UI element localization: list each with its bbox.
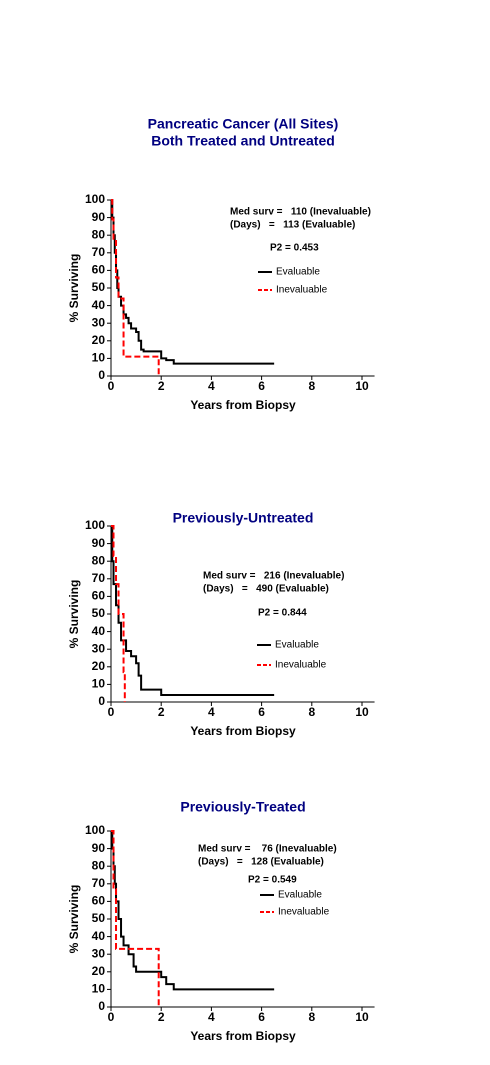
x-tick-label: 4 — [208, 1010, 215, 1024]
chart-title: Previously-Untreated — [173, 510, 314, 526]
survival-curve — [111, 830, 160, 1007]
x-tick-label: 6 — [258, 705, 265, 719]
y-tick-label: 50 — [92, 280, 106, 294]
y-tick-label: 100 — [85, 823, 105, 837]
survival-curve — [111, 525, 126, 702]
y-axis-label: % Surviving — [67, 254, 81, 323]
y-tick-label: 80 — [92, 858, 106, 872]
y-tick-label: 40 — [92, 929, 106, 943]
y-tick-label: 10 — [92, 982, 106, 996]
y-tick-label: 90 — [92, 536, 106, 550]
x-tick-label: 2 — [158, 1010, 165, 1024]
y-tick-label: 70 — [92, 876, 106, 890]
annotation: P2 = 0.844 — [258, 608, 307, 619]
annotation: (Days) = 490 (Evaluable) — [203, 584, 329, 595]
x-tick-label: 8 — [308, 705, 315, 719]
y-tick-label: 90 — [92, 210, 106, 224]
x-tick-label: 4 — [208, 379, 215, 393]
y-tick-label: 0 — [98, 368, 105, 382]
x-axis-label: Years from Biopsy — [190, 724, 296, 738]
survival-curve — [111, 830, 275, 991]
legend-label: Evaluable — [276, 267, 320, 278]
y-tick-label: 30 — [92, 946, 106, 960]
y-tick-label: 40 — [92, 624, 106, 638]
y-axis-label: % Surviving — [67, 885, 81, 954]
legend-label: Inevaluable — [275, 660, 327, 671]
y-tick-label: 100 — [85, 518, 105, 532]
x-tick-label: 8 — [308, 1010, 315, 1024]
y-tick-label: 80 — [92, 227, 106, 241]
y-tick-label: 90 — [92, 841, 106, 855]
y-tick-label: 30 — [92, 641, 106, 655]
y-tick-label: 20 — [92, 964, 106, 978]
y-tick-label: 20 — [92, 333, 106, 347]
annotation: Med surv = 76 (Inevaluable) — [198, 844, 337, 855]
x-tick-label: 6 — [258, 1010, 265, 1024]
x-tick-label: 0 — [108, 705, 115, 719]
y-tick-label: 20 — [92, 659, 106, 673]
y-tick-label: 60 — [92, 589, 106, 603]
annotation: Med surv = 110 (Inevaluable) — [230, 207, 371, 218]
x-tick-label: 2 — [158, 705, 165, 719]
y-tick-label: 50 — [92, 606, 106, 620]
survival-curve — [111, 525, 275, 696]
x-tick-label: 10 — [355, 1010, 369, 1024]
x-tick-label: 0 — [108, 379, 115, 393]
legend-label: Evaluable — [275, 640, 319, 651]
y-axis-label: % Surviving — [67, 580, 81, 649]
survival-curve — [111, 199, 160, 376]
y-tick-label: 50 — [92, 911, 106, 925]
x-tick-label: 2 — [158, 379, 165, 393]
annotation: P2 = 0.549 — [248, 875, 297, 886]
y-tick-label: 0 — [98, 999, 105, 1013]
legend-label: Inevaluable — [278, 907, 330, 918]
y-tick-label: 70 — [92, 571, 106, 585]
chart-subtitle: Both Treated and Untreated — [151, 133, 335, 149]
x-tick-label: 4 — [208, 705, 215, 719]
y-tick-label: 100 — [85, 192, 105, 206]
chart-title: Pancreatic Cancer (All Sites) — [148, 116, 339, 132]
legend-label: Evaluable — [278, 890, 322, 901]
x-tick-label: 8 — [308, 379, 315, 393]
x-tick-label: 6 — [258, 379, 265, 393]
annotation: (Days) = 128 (Evaluable) — [198, 857, 324, 868]
x-tick-label: 10 — [355, 379, 369, 393]
y-tick-label: 0 — [98, 694, 105, 708]
annotation: Med surv = 216 (Inevaluable) — [203, 571, 344, 582]
y-tick-label: 60 — [92, 894, 106, 908]
y-tick-label: 40 — [92, 298, 106, 312]
y-tick-label: 10 — [92, 677, 106, 691]
y-tick-label: 30 — [92, 315, 106, 329]
annotation: P2 = 0.453 — [270, 243, 319, 254]
y-tick-label: 60 — [92, 263, 106, 277]
annotation: (Days) = 113 (Evaluable) — [230, 220, 355, 231]
chart-title: Previously-Treated — [180, 799, 305, 815]
x-axis-label: Years from Biopsy — [190, 398, 296, 412]
y-tick-label: 80 — [92, 553, 106, 567]
x-tick-label: 10 — [355, 705, 369, 719]
legend-label: Inevaluable — [276, 285, 328, 296]
x-axis-label: Years from Biopsy — [190, 1029, 296, 1043]
y-tick-label: 70 — [92, 245, 106, 259]
y-tick-label: 10 — [92, 351, 106, 365]
x-tick-label: 0 — [108, 1010, 115, 1024]
